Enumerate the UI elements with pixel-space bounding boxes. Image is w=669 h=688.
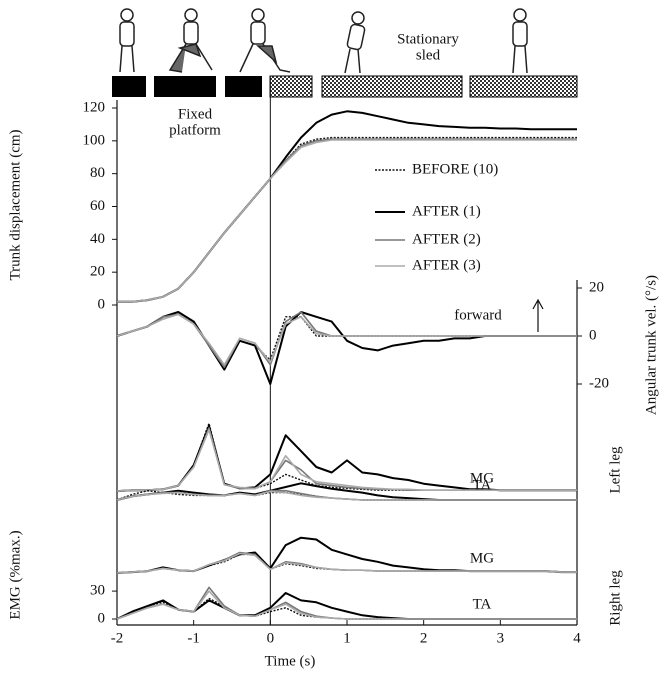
y-axis-label: Trunk displacement (cm) bbox=[7, 129, 23, 280]
trace bbox=[116, 586, 577, 620]
x-axis-label: Time (s) bbox=[265, 653, 316, 669]
trace bbox=[116, 490, 577, 501]
y-axis-label: EMG (%max.) bbox=[7, 530, 23, 619]
trace bbox=[116, 597, 577, 620]
trace bbox=[117, 136, 577, 303]
direction-arrow bbox=[532, 298, 544, 332]
platform-label: Fixed bbox=[178, 106, 213, 122]
y-tick-label: 60 bbox=[90, 198, 105, 214]
trace bbox=[116, 592, 577, 620]
x-tick-label: 4 bbox=[573, 630, 581, 646]
y-tick-label: 0 bbox=[98, 610, 106, 626]
trace bbox=[116, 422, 577, 492]
trace bbox=[116, 590, 577, 620]
y-tick-label: 20 bbox=[589, 279, 604, 295]
trace bbox=[117, 138, 577, 303]
direction-label: forward bbox=[454, 307, 502, 323]
leg-label: Right leg bbox=[607, 570, 623, 626]
sled-label: sled bbox=[416, 47, 441, 63]
platform-bar bbox=[112, 75, 578, 98]
y-tick-label: 0 bbox=[589, 327, 597, 343]
x-tick-label: -1 bbox=[187, 630, 200, 646]
y-tick-label: 20 bbox=[90, 264, 105, 280]
y-tick-label: 40 bbox=[90, 231, 105, 247]
y-tick-label: 30 bbox=[90, 583, 105, 599]
trace bbox=[117, 139, 577, 303]
trace bbox=[116, 552, 577, 574]
x-tick-label: 0 bbox=[267, 630, 275, 646]
legend-label: AFTER (1) bbox=[412, 203, 481, 219]
muscle-label: MG bbox=[470, 470, 494, 486]
axes bbox=[116, 100, 578, 626]
sled-label: Stationary bbox=[397, 31, 459, 47]
platform-label: platform bbox=[169, 122, 221, 138]
trace bbox=[116, 425, 577, 493]
x-tick-label: 1 bbox=[343, 630, 351, 646]
legend-label: BEFORE (10) bbox=[412, 161, 498, 177]
leg-label: Left leg bbox=[607, 446, 623, 494]
legend-label: AFTER (2) bbox=[412, 231, 481, 247]
y-tick-label: -20 bbox=[589, 375, 609, 391]
x-tick-label: 3 bbox=[497, 630, 505, 646]
legend-label: AFTER (3) bbox=[412, 257, 481, 273]
muscle-label: MG bbox=[470, 550, 494, 566]
x-tick-label: -2 bbox=[111, 630, 124, 646]
y-tick-label: 100 bbox=[83, 132, 106, 148]
y-tick-label: 80 bbox=[90, 165, 105, 181]
trace bbox=[116, 536, 577, 574]
trace bbox=[116, 313, 577, 366]
y-axis-label: Angular trunk vel. (°/s) bbox=[643, 275, 659, 415]
muscle-label: TA bbox=[473, 477, 492, 493]
trace bbox=[116, 429, 577, 492]
posture-icons bbox=[119, 8, 528, 74]
muscle-label: TA bbox=[473, 596, 492, 612]
trace bbox=[116, 311, 577, 385]
y-tick-label: 0 bbox=[98, 296, 106, 312]
x-tick-label: 2 bbox=[420, 630, 428, 646]
y-tick-label: 120 bbox=[83, 99, 106, 115]
